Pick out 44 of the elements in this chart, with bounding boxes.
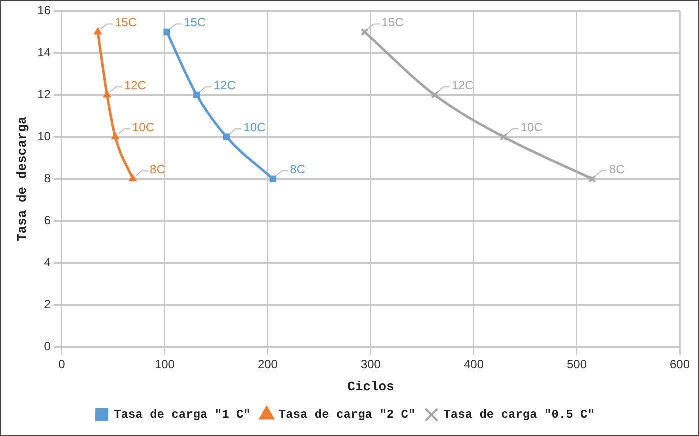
x-tick-label: 0 — [58, 358, 66, 372]
point — [223, 134, 230, 140]
point — [588, 175, 596, 183]
data-label: 12C — [214, 78, 236, 92]
legend-label: Tasa de carga "1 C" — [114, 408, 251, 422]
y-tick-label: 4 — [44, 255, 52, 270]
point — [270, 176, 276, 182]
point — [194, 92, 200, 98]
point — [112, 132, 120, 140]
y-tick-label: 12 — [38, 87, 52, 102]
y-tick-label: 6 — [44, 213, 52, 228]
data-label: 12C — [124, 78, 147, 92]
data-label: 10C — [244, 120, 266, 134]
x-tick-label: 500 — [566, 358, 588, 372]
x-tick-label: 300 — [360, 358, 382, 372]
y-axis-title: Tasa de descarga — [15, 116, 30, 242]
x-tick-label: 400 — [464, 358, 484, 372]
data-label: 15C — [382, 16, 404, 30]
point — [129, 174, 137, 182]
y-tick-label: 14 — [38, 45, 52, 60]
y-tick-label: 10 — [38, 129, 52, 144]
point — [94, 28, 102, 35]
point — [500, 133, 508, 141]
data-label: 15C — [115, 16, 138, 30]
y-tick-label: 2 — [44, 297, 52, 312]
legend-label: Tasa de carga "0.5 C" — [444, 408, 595, 422]
point — [164, 28, 170, 36]
data-label: 15C — [184, 16, 206, 30]
data-label: 8C — [150, 162, 166, 176]
data-label: 12C — [452, 78, 474, 92]
data-label: 8C — [609, 162, 626, 176]
data-label: 10C — [132, 120, 155, 134]
y-tick-label: 0 — [44, 339, 52, 354]
x-tick-label: 100 — [154, 358, 176, 372]
y-tick-label: 16 — [38, 4, 52, 18]
x-axis-title: Ciclos — [348, 379, 395, 394]
point — [431, 91, 439, 99]
data-label: 8C — [290, 162, 306, 176]
point — [103, 90, 112, 98]
legend-label: Tasa de carga "2 C" — [278, 408, 416, 422]
x-tick-label: 600 — [670, 358, 690, 372]
data-label: 10C — [520, 120, 544, 134]
x-tick-label: 200 — [258, 358, 278, 372]
y-tick-label: 8 — [44, 171, 52, 186]
